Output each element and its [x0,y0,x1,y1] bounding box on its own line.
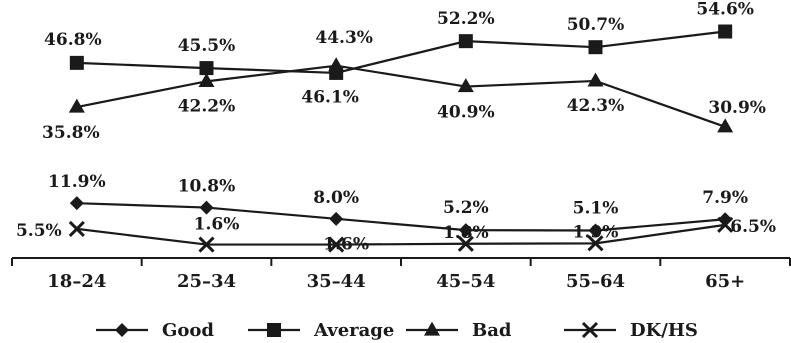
legend-label: Bad [472,320,512,341]
good-point [69,196,84,211]
legend-marker-average [267,323,281,337]
legend-marker-dk-hs [581,321,599,339]
x-tick-label: 55–64 [566,271,625,292]
x-tick-label: 35–44 [307,271,366,292]
average-data-label: 44.3% [315,28,373,48]
data-labels: 11.9% 10.8% 8.0% 5.2% 5.1% 7.9% 46.8% 45.5% 44.3… [16,0,776,255]
average-point [458,34,473,49]
x-tick-label: 65+ [705,271,745,292]
legend-marker-good [115,323,129,337]
average-data-label: 45.5% [178,36,236,56]
dk-hs-point [328,236,345,253]
bad-data-label: 46.1% [301,88,359,108]
bad-line [76,64,726,128]
average-point [588,40,603,55]
x-axis: 18–24 25–34 35–44 45–54 55–64 65+ [11,257,791,292]
x-tick-label: 25–34 [177,271,236,292]
bad-point [198,72,215,87]
good-data-label: 8.0% [313,188,359,208]
legend-item-bad: Bad [406,320,512,341]
legend-item-dk-hs: DK/HS [564,320,698,341]
good-point [458,223,473,238]
dk-hs-line [76,223,726,246]
dk-hs-point [198,236,215,253]
bad-point [68,98,85,113]
average-line [76,30,726,75]
good-data-label: 5.1% [573,198,619,218]
average-point [718,24,733,39]
legend-label: DK/HS [630,320,698,341]
good-data-label: 5.2% [443,198,489,218]
bad-data-label: 30.9% [708,98,766,118]
series-layer [68,24,734,253]
dk-hs-point [68,220,85,237]
good-point [329,211,344,226]
legend-label: Good [162,320,214,341]
average-point [69,55,84,70]
dk-hs-data-label: 1.6% [323,235,369,255]
dk-hs-point [457,235,474,252]
good-point [588,223,603,238]
dk-hs-data-label: 1.8% [443,223,489,243]
legend-item-good: Good [96,320,214,341]
series-good [69,196,733,238]
bad-data-label: 35.8% [42,123,100,143]
dk-hs-point [587,235,604,252]
average-data-label: 50.7% [567,15,625,35]
good-point [199,200,214,215]
dk-hs-point [717,216,734,233]
dk-hs-data-label: 6.5% [730,217,776,237]
bad-data-label: 42.3% [567,96,625,116]
bad-point [328,57,345,72]
dk-hs-data-label: 1.6% [194,215,240,235]
dk-hs-data-label: 1.9% [573,222,619,242]
good-data-label: 10.8% [178,177,236,197]
legend: Good Average Bad DK/HS [96,320,698,341]
good-data-label: 7.9% [702,188,748,208]
x-tick-label: 18–24 [47,271,106,292]
legend-marker-bad [424,321,440,336]
average-data-label: 54.6% [696,0,754,20]
bad-data-label: 40.9% [437,103,495,123]
average-point [199,61,214,76]
bad-data-label: 42.2% [178,96,236,116]
good-data-label: 11.9% [48,172,106,192]
series-dk-hs [68,216,734,253]
x-tick-label: 45–54 [436,271,495,292]
bad-point [457,78,474,93]
average-data-label: 46.8% [44,30,102,50]
bad-point [587,72,604,87]
series-average [69,24,733,80]
dk-hs-data-label: 5.5% [16,221,62,241]
good-line [76,202,726,232]
average-data-label: 52.2% [437,9,495,29]
bad-point [717,118,734,133]
series-bad [68,57,734,133]
legend-item-average: Average [248,320,394,341]
legend-label: Average [313,320,394,341]
